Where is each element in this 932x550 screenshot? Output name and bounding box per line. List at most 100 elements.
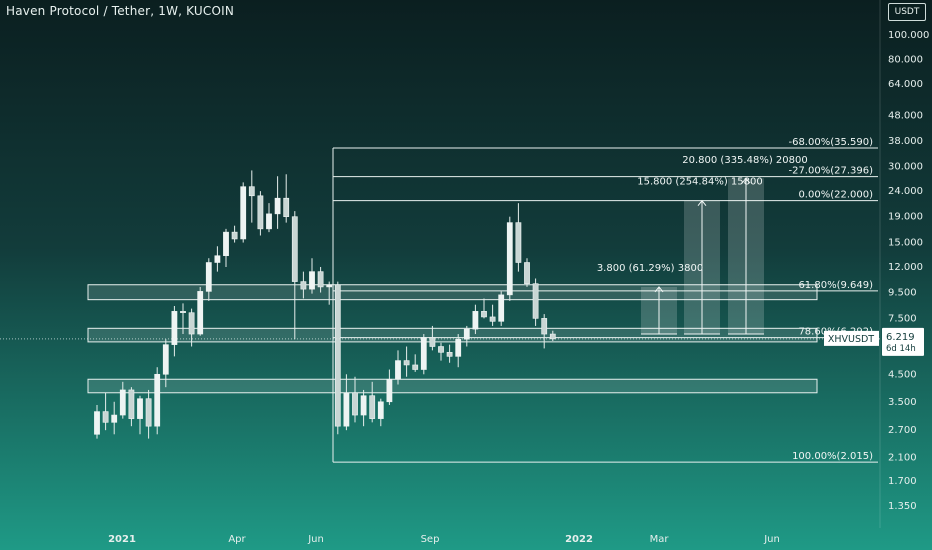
candle-body (145, 398, 152, 427)
candle-body (94, 411, 100, 435)
fib-level-label: -68.00%(35.590) (788, 137, 873, 148)
candle-body (498, 294, 505, 322)
candle-body (171, 311, 178, 345)
candle-body (309, 271, 315, 290)
candle-body (395, 360, 401, 380)
projection-label: 3.800 (61.29%) 3800 (597, 263, 703, 274)
y-tick-label: 1.700 (888, 476, 917, 487)
price-zone (87, 378, 818, 394)
x-tick-label: Jun (307, 534, 324, 545)
current-price-box (882, 327, 924, 356)
currency-unit-badge[interactable]: USDT (888, 3, 926, 21)
candle-body (300, 281, 307, 290)
candle-body (386, 378, 393, 403)
candle-body (291, 216, 298, 282)
candle-body (102, 411, 109, 423)
y-tick-label: 9.500 (888, 288, 917, 299)
candle-body (412, 364, 419, 370)
candle-body (248, 186, 255, 197)
chart-title: Haven Protocol / Tether, 1W, KUCOIN (6, 4, 235, 18)
x-tick-label: Jun (763, 534, 780, 545)
projection-label: 15.800 (254.84%) 15800 (637, 177, 762, 188)
y-tick-label: 1.350 (888, 501, 917, 512)
candle-body (541, 318, 548, 335)
projection-arrowhead (654, 286, 664, 293)
candle-body (455, 338, 462, 357)
candle-body (111, 414, 118, 423)
y-tick-label: 30.000 (888, 162, 923, 173)
candle-body (326, 284, 333, 288)
x-tick-label: 2021 (108, 534, 136, 545)
candle-body (205, 262, 212, 292)
candle-body (274, 197, 281, 215)
candle-body (317, 271, 324, 288)
fib-level-label: 61.80%(9.649) (798, 280, 873, 291)
y-tick-label: 19.000 (888, 212, 923, 223)
candle-body (223, 231, 229, 257)
projection-arrowhead (697, 199, 707, 206)
y-tick-label: 12.000 (888, 262, 923, 273)
symbol-label-box (824, 330, 879, 346)
y-tick-label: 15.000 (888, 238, 923, 249)
fib-level-label: 100.00%(2.015) (792, 451, 873, 462)
price-zone (87, 284, 818, 301)
candle-body (549, 333, 556, 340)
candle-body (377, 401, 384, 419)
y-tick-label: 7.500 (888, 313, 917, 324)
candle-body (369, 395, 376, 419)
candle-body (403, 360, 410, 366)
y-tick-label: 3.500 (888, 397, 917, 408)
candle-body (188, 312, 195, 335)
candle-body (154, 373, 161, 427)
candle-body (472, 311, 479, 330)
current-price-value: 6.219 (886, 332, 915, 343)
candle-body (352, 392, 358, 416)
candle-body (162, 344, 169, 375)
candle-body (137, 398, 143, 419)
projection-label: 20.800 (335.48%) 20800 (682, 155, 807, 166)
y-tick-label: 64.000 (888, 79, 923, 90)
x-tick-label: Mar (650, 534, 670, 545)
candle-body (481, 311, 487, 318)
y-tick-label: 80.000 (888, 54, 923, 65)
candle-body (515, 222, 522, 263)
candle-body (119, 389, 126, 416)
candle-body (446, 352, 453, 357)
x-tick-label: 2022 (565, 534, 593, 545)
y-tick-label: 100.000 (888, 30, 929, 41)
y-tick-label: 24.000 (888, 186, 923, 197)
y-tick-label: 2.100 (888, 453, 917, 464)
y-tick-label: 48.000 (888, 110, 923, 121)
candle-body (197, 291, 204, 335)
fib-level-label: 0.00%(22.000) (798, 190, 873, 201)
x-tick-label: Sep (421, 534, 440, 545)
candle-body (360, 395, 367, 416)
candle-body (506, 222, 513, 296)
y-tick-label: 2.700 (888, 425, 917, 436)
candle-body (231, 231, 238, 240)
candle-body (532, 283, 539, 319)
candle-body (128, 389, 135, 419)
candle-body (180, 311, 186, 314)
candle-body (257, 195, 264, 230)
candle-body (240, 186, 247, 240)
candle-body (489, 316, 496, 322)
y-tick-label: 38.000 (888, 136, 923, 147)
candle-body (334, 284, 341, 427)
candle-body (463, 328, 470, 340)
projection-arrowhead (741, 177, 751, 184)
fib-level-label: -27.00%(27.396) (788, 166, 873, 177)
symbol-label: XHVUSDT (828, 334, 874, 345)
candle-body (343, 392, 350, 427)
candle-body (524, 262, 530, 284)
candle-body (283, 197, 290, 217)
candle-body (438, 346, 444, 353)
candle-body (429, 337, 436, 347)
candle-body (266, 213, 272, 230)
candle-body (420, 337, 427, 370)
candle-body (214, 255, 221, 263)
countdown-label: 6d 14h (886, 344, 916, 354)
y-tick-label: 4.500 (888, 369, 917, 380)
